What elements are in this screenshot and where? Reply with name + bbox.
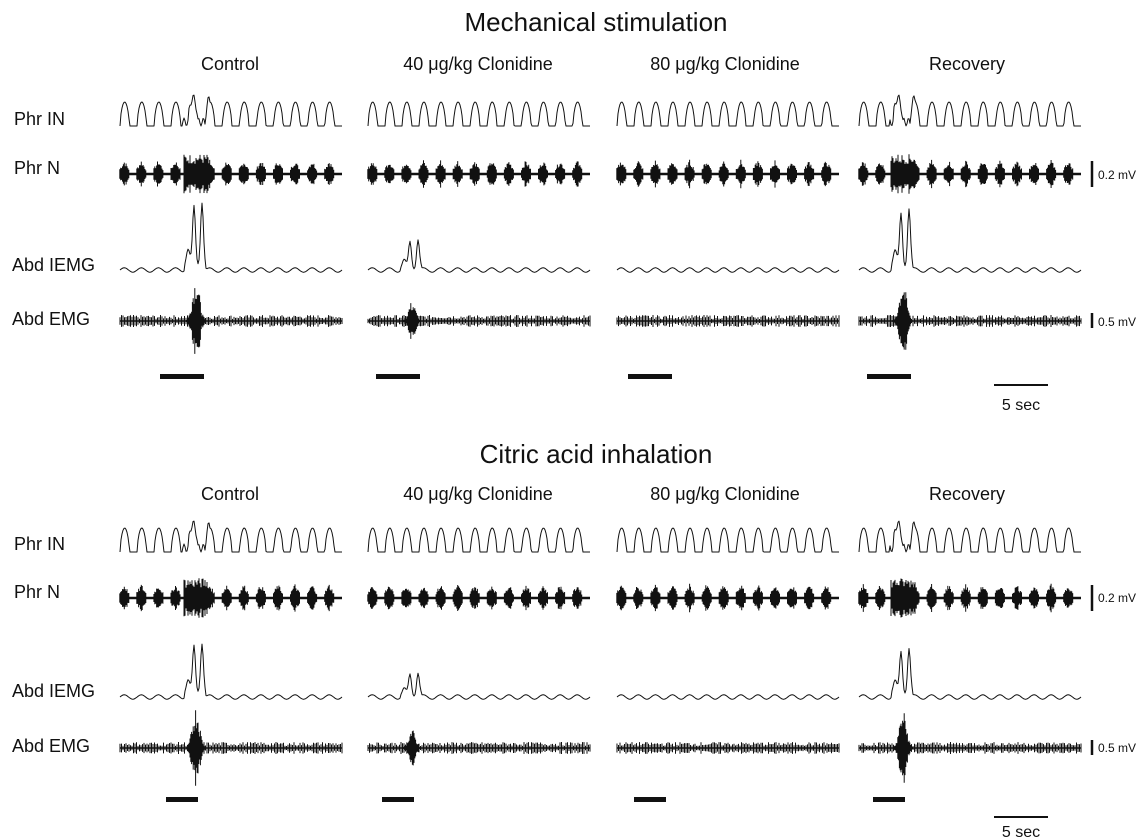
phr-n-bursts (616, 159, 832, 189)
abd-emg-trace (119, 710, 343, 786)
stimulus-bar (166, 797, 198, 802)
phr-n-bursts (119, 154, 335, 194)
abd-emg-trace (367, 303, 591, 339)
row-label-abd-emg: Abd EMG (12, 736, 90, 756)
abd-iemg-trace (119, 202, 343, 273)
abd-iemg-trace (367, 672, 591, 700)
phr-in-trace (858, 94, 1081, 127)
row-label-abd-iemg: Abd IEMG (12, 681, 95, 701)
condition-label-clonidine-80: 80 μg/kg Clonidine (650, 54, 799, 74)
row-label-phr-n: Phr N (14, 158, 60, 178)
phr-n-bursts (616, 583, 832, 613)
phr-n-bursts (858, 154, 1074, 194)
phr-in-trace (119, 94, 342, 127)
abd-iemg-trace (858, 208, 1082, 273)
stimulus-bar (628, 374, 672, 379)
abd-iemg-trace (119, 643, 343, 700)
phr-n-bursts (367, 160, 583, 188)
abd-emg-trace (858, 713, 1082, 783)
panel-citric-acid-inhalation: Citric acid inhalation Control 40 μg/kg … (12, 439, 1136, 840)
time-scale-label: 5 sec (1002, 824, 1040, 840)
abd-emg-scale-label: 0.5 mV (1098, 741, 1136, 755)
abd-iemg-trace (616, 694, 840, 700)
phr-in-trace (367, 101, 590, 127)
stimulus-bar (382, 797, 414, 802)
row-label-phr-in: Phr IN (14, 109, 65, 129)
traces-mechanical (119, 94, 1082, 379)
abd-iemg-trace (858, 648, 1082, 700)
condition-label-recovery: Recovery (929, 54, 1005, 74)
panel-title: Mechanical stimulation (464, 7, 727, 37)
abd-emg-trace (616, 315, 840, 327)
stimulus-bar (867, 374, 911, 379)
abd-iemg-trace (367, 239, 591, 273)
traces-citric-acid (119, 520, 1082, 802)
row-label-phr-n: Phr N (14, 582, 60, 602)
condition-label-clonidine-80: 80 μg/kg Clonidine (650, 484, 799, 504)
condition-label-clonidine-40: 40 μg/kg Clonidine (403, 484, 552, 504)
phr-in-trace (616, 101, 839, 127)
abd-iemg-trace (616, 267, 840, 273)
phr-n-bursts (367, 585, 583, 611)
stimulus-bar (634, 797, 666, 802)
abd-emg-trace (119, 288, 343, 354)
stimulus-bar (873, 797, 905, 802)
phr-n-scale-label: 0.2 mV (1098, 591, 1136, 605)
abd-emg-scale-label: 0.5 mV (1098, 315, 1136, 329)
condition-label-recovery: Recovery (929, 484, 1005, 504)
panel-mechanical-stimulation: Mechanical stimulation Control 40 μg/kg … (12, 7, 1136, 414)
time-scale-label: 5 sec (1002, 397, 1040, 414)
row-label-abd-emg: Abd EMG (12, 309, 90, 329)
abd-emg-trace (367, 730, 591, 766)
row-label-phr-in: Phr IN (14, 534, 65, 554)
stimulus-bar (160, 374, 204, 379)
phr-in-trace (616, 527, 839, 553)
phr-in-trace (119, 520, 342, 553)
condition-label-control: Control (201, 484, 259, 504)
panel-title: Citric acid inhalation (480, 439, 713, 469)
phr-n-scale-label: 0.2 mV (1098, 168, 1136, 182)
phr-n-bursts (858, 578, 1074, 618)
row-label-abd-iemg: Abd IEMG (12, 255, 95, 275)
stimulus-bar (376, 374, 420, 379)
condition-label-clonidine-40: 40 μg/kg Clonidine (403, 54, 552, 74)
phr-in-trace (858, 520, 1081, 553)
abd-emg-trace (858, 292, 1082, 350)
abd-emg-trace (616, 742, 840, 754)
phr-in-trace (367, 527, 590, 553)
phr-n-bursts (119, 578, 335, 618)
condition-label-control: Control (201, 54, 259, 74)
